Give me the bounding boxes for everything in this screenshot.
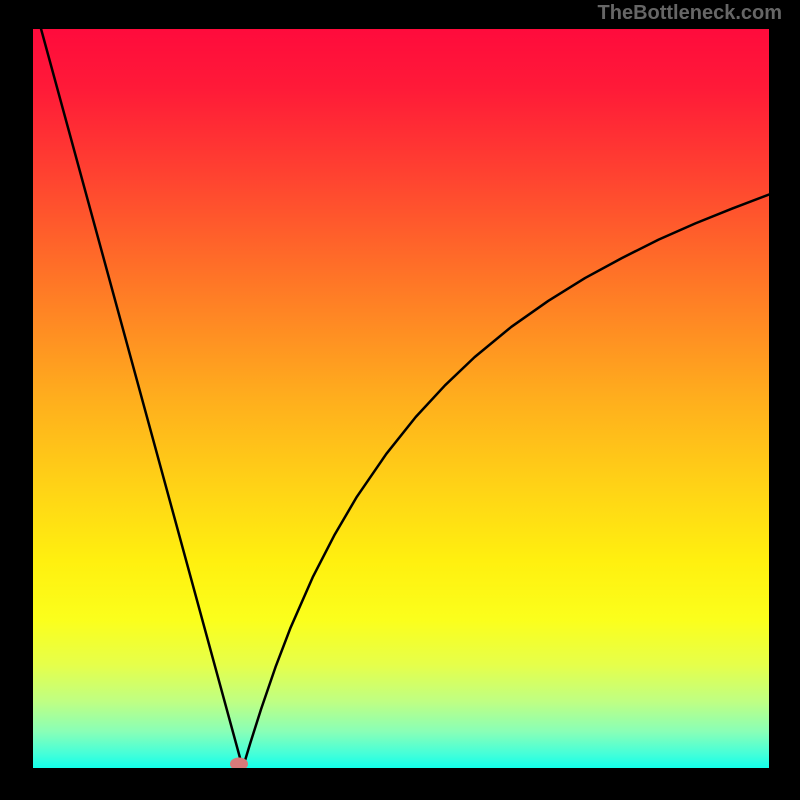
- valley-marker: [230, 758, 248, 768]
- watermark-text: TheBottleneck.com: [598, 2, 782, 25]
- plot-area: [33, 29, 769, 768]
- bottleneck-curve: [33, 29, 769, 768]
